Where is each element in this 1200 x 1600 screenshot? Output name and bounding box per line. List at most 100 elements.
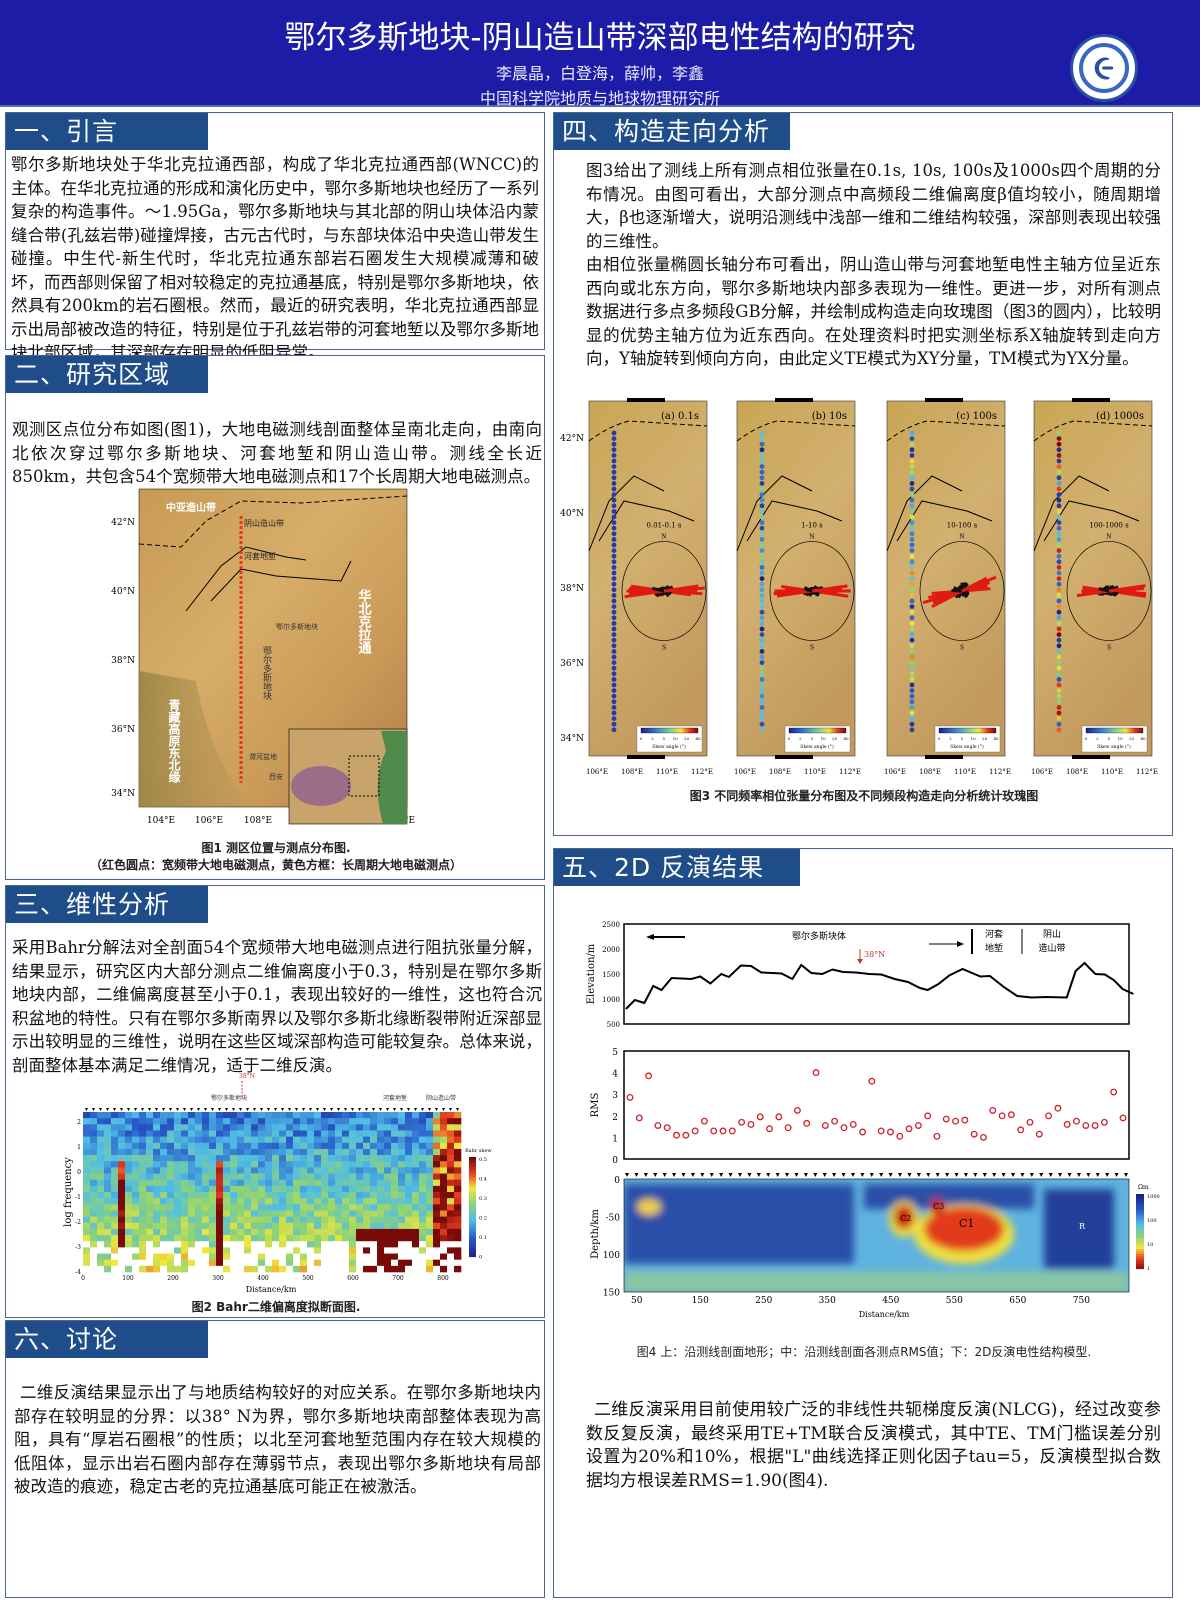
colorbar-segment: [1136, 1229, 1144, 1232]
skew-cell: [97, 1253, 105, 1260]
38n-arrow-head: [857, 959, 863, 964]
station-marker: [879, 1173, 884, 1177]
skew-cell: [209, 1148, 217, 1156]
phase-tensor-marker: [759, 587, 765, 593]
skew-cell: [188, 1192, 196, 1199]
colorbar: [938, 727, 997, 734]
skew-cell: [83, 1142, 91, 1150]
figure2-caption: 图2 Bahr二维偏离度拟断面图.: [191, 1300, 361, 1314]
colorbar-segment: [1136, 1216, 1144, 1220]
skew-cell: [139, 1136, 147, 1144]
skew-cell: [433, 1118, 441, 1125]
skew-cell: [391, 1130, 399, 1137]
skew-cell: [125, 1142, 133, 1150]
skew-cell: [335, 1259, 343, 1267]
skew-cell: [251, 1192, 259, 1199]
skew-cell: [209, 1142, 217, 1150]
skew-cell: [454, 1112, 462, 1119]
rms-point: [896, 1132, 904, 1140]
fig2-xtick: 200: [167, 1275, 179, 1282]
skew-cell: [223, 1247, 231, 1254]
skew-cell: [160, 1216, 168, 1224]
skew-cell: [412, 1192, 420, 1199]
figure4-caption: 图4 上：沿测线剖面地形；中：沿测线剖面各测点RMS值；下：2D反演电性结构模型…: [636, 1345, 1092, 1359]
skew-cell: [97, 1148, 105, 1156]
skew-cell: [118, 1185, 126, 1193]
skew-cell: [83, 1235, 91, 1242]
colorbar-segment: [1136, 1256, 1144, 1260]
skew-cell: [419, 1124, 427, 1131]
skew-cell: [272, 1124, 280, 1131]
skew-cell: [349, 1241, 357, 1248]
station-marker: [393, 1108, 396, 1111]
skew-cell: [202, 1265, 210, 1273]
skew-cell: [104, 1228, 112, 1236]
phase-tensor-marker: [611, 649, 617, 654]
skew-cell: [286, 1210, 294, 1217]
skew-cell: [426, 1235, 434, 1242]
phase-tensor-marker: [1056, 626, 1062, 632]
fig3-xtick: 110°E: [656, 768, 678, 776]
study-area-heading: 二、研究区域: [6, 356, 208, 393]
skew-cell: [398, 1167, 406, 1174]
skew-cell: [349, 1161, 357, 1168]
station-marker: [281, 1108, 284, 1111]
skew-cell: [251, 1179, 259, 1187]
rose-south-label: S: [810, 645, 814, 652]
skew-cell: [384, 1259, 392, 1267]
phase-tensor-marker: [909, 509, 915, 514]
model-xtick: 50: [631, 1296, 643, 1306]
skew-cell: [342, 1247, 350, 1254]
skew-cell: [328, 1228, 336, 1236]
skew-cell: [342, 1118, 350, 1125]
station-marker: [379, 1108, 382, 1111]
phase-tensor-marker: [759, 520, 765, 525]
phase-tensor-marker: [759, 503, 765, 509]
phase-tensor-marker: [909, 705, 915, 710]
phase-tensor-marker: [1056, 587, 1062, 593]
skew-cell: [230, 1216, 238, 1224]
skew-cell: [90, 1247, 98, 1254]
skew-cell: [111, 1198, 119, 1205]
skew-cell: [139, 1142, 147, 1150]
skew-cell: [328, 1130, 336, 1137]
skew-cell: [104, 1210, 112, 1217]
skew-cell: [412, 1136, 420, 1144]
skew-cell: [342, 1112, 350, 1119]
map-boundary-dashed: [138, 495, 408, 548]
skew-cell: [83, 1259, 91, 1267]
skew-cell: [426, 1112, 434, 1119]
fig2-xlabel: Distance/km: [246, 1285, 297, 1294]
skew-cell: [391, 1228, 399, 1236]
skew-cell: [440, 1198, 448, 1205]
skew-cell: [398, 1247, 406, 1254]
skew-cell: [125, 1235, 133, 1242]
station-marker: [832, 1173, 837, 1177]
phase-tensor-marker: [611, 632, 617, 637]
skew-cell: [195, 1247, 203, 1254]
skew-cell: [181, 1161, 189, 1168]
skew-cell: [188, 1142, 196, 1150]
rms-point: [1082, 1122, 1090, 1129]
skew-cell: [405, 1253, 413, 1260]
skew-cell: [104, 1216, 112, 1224]
dimensionality-panel: 三、维性分析 采用Bahr分解法对全剖面54个宽频带大地电磁测点进行阻抗张量分解…: [5, 885, 545, 1318]
skew-cell: [188, 1130, 196, 1137]
skew-cell: [104, 1167, 112, 1174]
skew-cell: [377, 1136, 385, 1144]
skew-cell: [356, 1173, 364, 1180]
skew-cell: [279, 1204, 287, 1211]
skew-cell: [223, 1167, 231, 1174]
skew-cell: [153, 1118, 161, 1125]
station-marker: [295, 1108, 298, 1111]
skew-cell: [139, 1185, 147, 1193]
skew-cell: [118, 1259, 126, 1267]
skew-cell: [146, 1204, 154, 1211]
skew-cell: [209, 1124, 217, 1131]
skew-cell: [265, 1130, 273, 1137]
rms-point: [747, 1120, 755, 1128]
phase-tensor-marker: [1056, 716, 1062, 721]
skew-cell: [363, 1185, 371, 1193]
skew-cell: [279, 1185, 287, 1193]
skew-cell: [146, 1161, 154, 1168]
